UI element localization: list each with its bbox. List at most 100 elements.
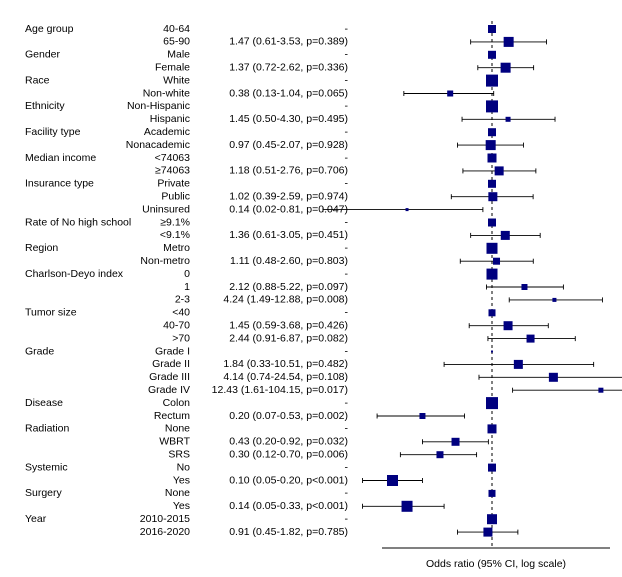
estimate-label: 1.45 (0.59-3.68, p=0.426) [229,319,348,331]
estimate-marker [401,500,413,512]
reference-marker [486,100,498,113]
estimate-marker [503,36,514,47]
group-label: Year [25,513,47,525]
reference-marker [487,514,497,525]
level-label: SRS [168,448,190,460]
estimate-label: - [345,74,349,86]
reference-marker [488,463,496,472]
level-label: 40-64 [163,23,190,35]
level-label: Public [161,190,190,202]
estimate-label: - [345,513,349,525]
estimate-label: 1.45 (0.50-4.30, p=0.495) [229,113,348,125]
estimate-marker [485,140,496,151]
estimate-marker [436,451,444,459]
estimate-label: 0.14 (0.05-0.33, p<0.001) [229,500,348,512]
level-label: WBRT [159,436,190,448]
estimate-label: 1.11 (0.48-2.60, p=0.803) [230,255,348,267]
level-label: Grade I [155,345,190,357]
reference-marker [488,218,496,227]
level-label: 2010-2015 [140,513,190,525]
estimate-label: - [345,23,349,35]
group-label: Radiation [25,423,70,435]
estimate-label: 0.38 (0.13-1.04, p=0.065) [229,87,348,99]
estimate-marker [598,387,604,393]
reference-marker [486,268,498,280]
level-label: Rectum [154,410,190,422]
estimate-label: 12.43 (1.61-104.15, p=0.017) [212,384,348,396]
reference-marker [488,309,496,317]
estimate-marker [521,284,528,290]
group-label: Median income [25,152,96,164]
level-label: 0 [184,268,190,280]
estimate-label: 1.18 (0.51-2.76, p=0.706) [229,165,348,177]
level-label: Non-white [143,87,190,99]
reference-marker [488,179,496,188]
x-axis-label: Odds ratio (95% CI, log scale) [426,558,566,570]
estimate-marker [419,413,426,419]
estimate-label: 1.37 (0.72-2.62, p=0.336) [229,61,348,73]
group-label: Facility type [25,126,81,138]
reference-marker [486,397,498,410]
estimate-marker [552,297,557,302]
level-label: None [165,423,190,435]
estimate-label: - [345,307,349,319]
estimate-label: 0.91 (0.45-1.82, p=0.785) [229,526,348,538]
estimate-label: - [345,100,349,112]
estimate-marker [451,437,460,446]
reference-marker [488,25,496,33]
estimate-label: 4.14 (0.74-24.54, p=0.108) [223,371,348,383]
estimate-label: 2.12 (0.88-5.22, p=0.097) [229,281,348,293]
estimate-label: - [345,49,349,61]
level-label: Nonacademic [126,139,190,151]
estimate-marker [494,166,504,176]
level-label: Grade III [149,371,190,383]
level-label: Non-metro [140,255,190,267]
estimate-marker [505,116,511,122]
reference-marker [488,50,496,59]
level-label: Private [157,178,190,190]
level-label: 1 [184,281,190,293]
level-label: Grade II [152,358,190,370]
group-label: Race [25,74,50,86]
estimate-marker [405,208,409,212]
estimate-label: - [345,216,349,228]
estimate-label: - [345,487,349,499]
level-label: Non-Hispanic [127,100,190,112]
level-label: <40 [172,307,190,319]
level-label: ≥9.1% [160,216,190,228]
reference-marker [491,350,493,353]
estimate-label: 4.24 (1.49-12.88, p=0.008) [223,294,348,306]
level-label: ≥74063 [155,165,190,177]
estimate-marker [500,62,511,73]
estimate-marker [513,359,523,369]
estimate-label: - [345,126,349,138]
reference-marker [486,242,498,254]
estimate-label: 0.43 (0.20-0.92, p=0.032) [229,436,348,448]
estimate-label: 1.02 (0.39-2.59, p=0.974) [229,190,348,202]
level-label: Yes [173,474,190,486]
reference-marker [487,153,497,163]
estimate-marker [548,372,558,382]
estimate-marker [493,257,501,265]
estimate-label: - [345,461,349,473]
level-label: Yes [173,500,190,512]
level-label: White [163,74,190,86]
estimate-label: 0.20 (0.07-0.53, p=0.002) [229,410,348,422]
group-label: Charlson-Deyo index [25,268,124,280]
group-label: Ethnicity [25,100,65,112]
group-label: Surgery [25,487,63,499]
estimate-label: - [345,397,349,409]
estimate-marker [387,475,398,486]
estimate-label: - [345,268,349,280]
level-label: Uninsured [142,203,190,215]
estimate-label: 1.84 (0.33-10.51, p=0.482) [223,358,348,370]
group-label: Systemic [25,461,68,473]
estimate-label: 0.30 (0.12-0.70, p=0.006) [229,448,348,460]
estimate-marker [500,230,510,240]
level-label: <9.1% [160,229,190,241]
level-label: Male [167,49,190,61]
group-label: Gender [25,49,61,61]
level-label: 40-70 [163,319,190,331]
level-label: >70 [172,332,190,344]
group-label: Insurance type [25,178,94,190]
